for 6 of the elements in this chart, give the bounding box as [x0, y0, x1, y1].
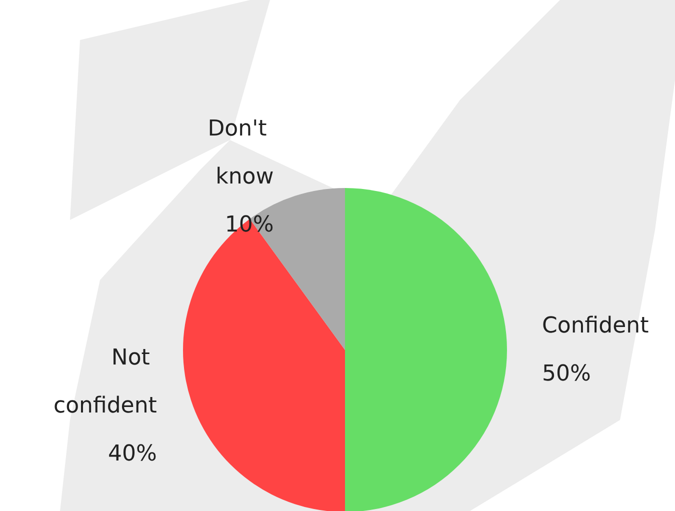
slice-label: Don't know — [208, 116, 274, 190]
slice-label: Not confident — [53, 346, 158, 419]
slice-label: Confident — [542, 314, 650, 338]
data-label: 10% — [224, 212, 274, 238]
data-label: 50% — [542, 362, 591, 386]
data-label: 40% — [108, 442, 157, 467]
